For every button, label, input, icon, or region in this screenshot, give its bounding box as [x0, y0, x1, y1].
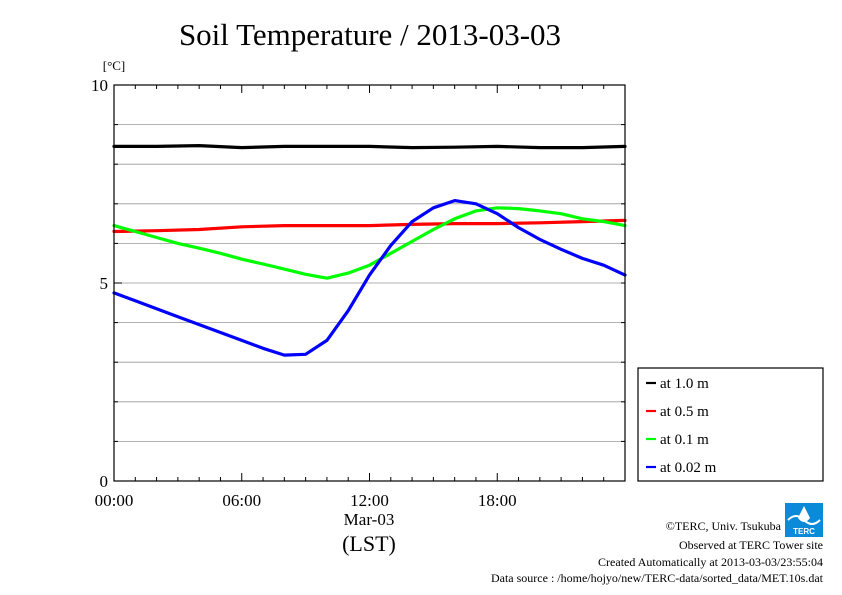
y-tick-label: 10	[91, 76, 108, 95]
x-axis: 00:00 06:00 12:00 18:00	[95, 85, 605, 510]
x-tick-label: 00:00	[95, 491, 134, 510]
series-line-1	[112, 218, 627, 234]
x-tick-label: 12:00	[350, 491, 389, 510]
y-axis-unit-label: [°C]	[103, 58, 126, 73]
series-line-2	[112, 206, 627, 280]
footer-observed: Observed at TERC Tower site	[679, 538, 823, 552]
x-axis-label: (LST)	[342, 531, 396, 556]
y-tick-label: 5	[100, 274, 109, 293]
x-axis-date-label: Mar-03	[344, 510, 395, 529]
legend-label: at 1.0 m	[660, 376, 709, 392]
x-tick-label: 06:00	[222, 491, 261, 510]
logo-text: TERC	[793, 527, 815, 536]
legend: at 1.0 m at 0.5 m at 0.1 m at 0.02 m	[646, 376, 717, 476]
terc-logo: TERC	[785, 503, 823, 537]
footer-copyright: ©TERC, Univ. Tsukuba	[666, 519, 782, 533]
x-tick-label: 18:00	[478, 491, 517, 510]
grid	[114, 124, 625, 442]
series-line-3	[112, 199, 627, 357]
legend-box	[637, 367, 824, 482]
legend-label: at 0.5 m	[660, 404, 709, 420]
legend-label: at 0.02 m	[660, 460, 717, 476]
footer-source: Data source : /home/hojyo/new/TERC-data/…	[491, 571, 824, 585]
legend-label: at 0.1 m	[660, 432, 709, 448]
footer-created: Created Automatically at 2013-03-03/23:5…	[598, 555, 823, 569]
series-lines	[112, 144, 627, 357]
series-line-0	[112, 144, 627, 150]
chart-title: Soil Temperature / 2013-03-03	[179, 17, 561, 52]
y-tick-label: 0	[100, 472, 109, 491]
y-axis: 0 5 10	[91, 76, 625, 491]
